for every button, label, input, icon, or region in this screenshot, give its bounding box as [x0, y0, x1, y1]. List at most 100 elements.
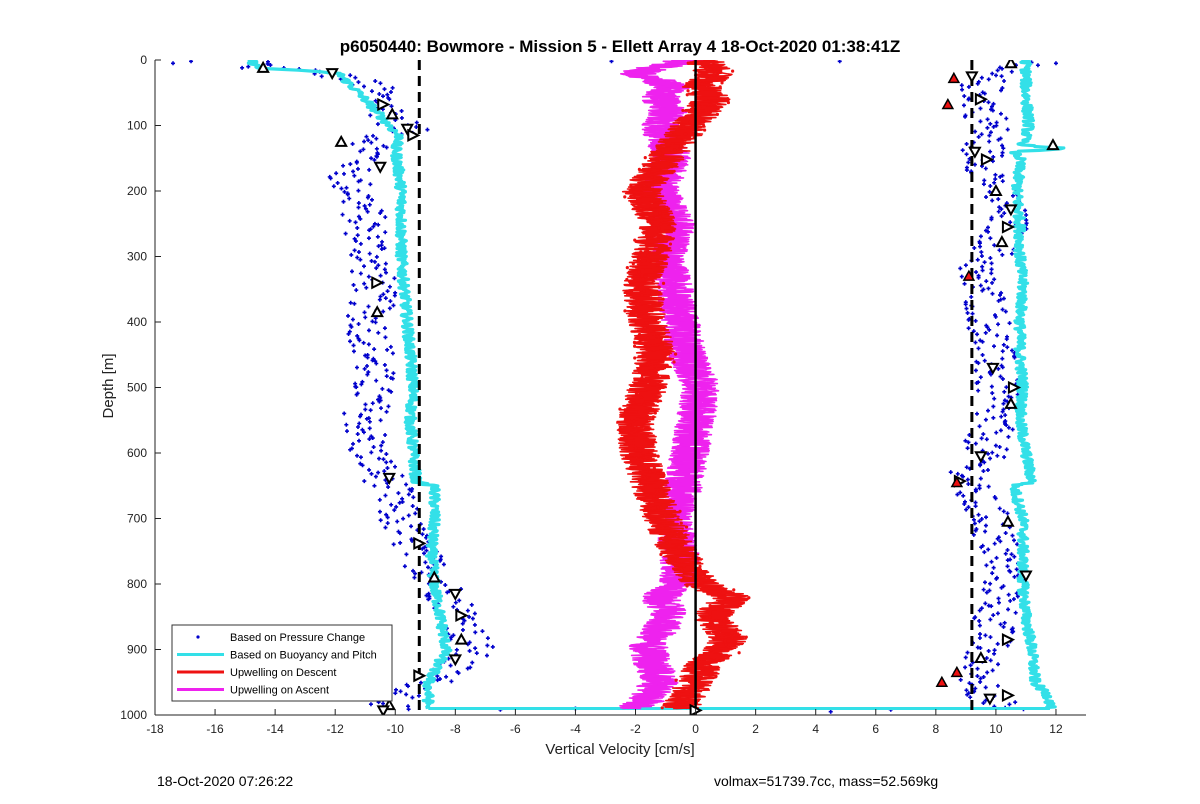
pressure-point: [1000, 153, 1005, 158]
pressure-point: [367, 167, 372, 172]
triangle-marker: [1007, 380, 1022, 395]
pressure-point: [998, 539, 1003, 544]
pressure-point: [990, 198, 995, 203]
pressure-point: [960, 148, 965, 153]
pressure-point: [988, 581, 993, 586]
pressure-point: [381, 309, 386, 314]
pressure-point: [976, 361, 981, 366]
pressure-point: [982, 260, 987, 265]
pressure-point: [975, 666, 980, 671]
pressure-point: [1005, 564, 1010, 569]
pressure-point: [993, 443, 998, 448]
pressure-point: [366, 342, 371, 347]
descent-point: [639, 250, 643, 254]
triangle-marker: [448, 654, 463, 667]
pressure-point: [378, 81, 383, 86]
descent-point: [663, 513, 667, 517]
descent-point: [709, 607, 713, 612]
pressure-point: [379, 443, 384, 448]
pressure-point: [414, 120, 419, 125]
pressure-point: [1002, 455, 1007, 460]
descent-point: [667, 556, 671, 561]
pressure-point: [382, 267, 387, 272]
pressure-point: [363, 206, 368, 211]
descent-point: [652, 493, 656, 498]
pressure-point: [998, 428, 1003, 433]
pressure-point: [987, 133, 992, 138]
pressure-point: [473, 646, 478, 651]
x-tick-label: 10: [989, 722, 1003, 736]
pressure-point: [374, 146, 379, 151]
pressure-point: [346, 313, 351, 318]
pressure-point: [460, 621, 465, 626]
pressure-point: [977, 519, 982, 524]
pressure-point: [380, 386, 385, 391]
pressure-point: [966, 84, 971, 89]
pressure-point: [1013, 700, 1018, 705]
pressure-point: [981, 469, 986, 474]
pressure-point: [395, 519, 400, 524]
descent-point: [657, 246, 661, 250]
descent-point: [712, 73, 716, 77]
pressure-point: [347, 196, 352, 201]
pressure-point: [376, 263, 381, 268]
pressure-point: [366, 138, 371, 143]
pressure-point: [986, 100, 991, 105]
pressure-point: [344, 429, 349, 434]
descent-point: [673, 352, 678, 356]
pressure-point: [1004, 423, 1009, 428]
pressure-point: [388, 299, 393, 304]
pressure-point: [368, 408, 373, 413]
pressure-point: [994, 576, 999, 581]
pressure-point: [978, 375, 983, 380]
pressure-point: [393, 691, 398, 696]
descent-point: [646, 336, 650, 340]
pressure-point: [972, 162, 977, 167]
pressure-point: [373, 359, 378, 364]
descent-point: [703, 128, 707, 132]
pressure-point: [391, 303, 396, 308]
pressure-point: [435, 674, 440, 679]
pressure-point: [349, 252, 354, 257]
pressure-point: [384, 145, 389, 150]
pressure-point: [371, 224, 376, 229]
pressure-point: [341, 163, 346, 168]
descent-point: [685, 93, 689, 97]
pressure-point: [966, 482, 971, 487]
pressure-point: [981, 432, 986, 437]
pressure-point: [985, 225, 990, 230]
pressure-point: [375, 234, 380, 239]
triangle-marker: [974, 92, 989, 106]
pressure-point: [385, 92, 390, 97]
pressure-point: [374, 361, 379, 366]
pressure-point: [348, 339, 353, 344]
pressure-point: [420, 532, 425, 537]
pressure-point: [385, 521, 390, 526]
pressure-point: [998, 622, 1003, 627]
descent-point: [723, 643, 728, 647]
pressure-point: [1012, 355, 1017, 360]
pressure-point: [981, 182, 986, 187]
pressure-point: [1004, 337, 1009, 342]
pressure-point: [401, 516, 406, 521]
pressure-point: [966, 440, 971, 445]
pressure-point: [379, 406, 384, 411]
pressure-point: [976, 275, 981, 280]
pressure-point: [990, 71, 995, 76]
pressure-point: [996, 298, 1001, 303]
descent-point: [657, 226, 661, 230]
pressure-point: [1024, 212, 1029, 217]
descent-point: [659, 552, 663, 557]
red-triangle-marker: [950, 475, 964, 488]
pressure-point: [426, 565, 431, 570]
pressure-point: [978, 645, 983, 650]
pressure-point: [987, 189, 992, 194]
pressure-point: [473, 630, 478, 635]
pressure-point: [358, 271, 363, 276]
pressure-point: [992, 344, 997, 349]
pressure-point: [386, 404, 391, 409]
pressure-point: [373, 474, 378, 479]
descent-point: [635, 387, 640, 392]
legend-label: Based on Pressure Change: [230, 632, 365, 644]
pressure-point: [992, 651, 997, 656]
